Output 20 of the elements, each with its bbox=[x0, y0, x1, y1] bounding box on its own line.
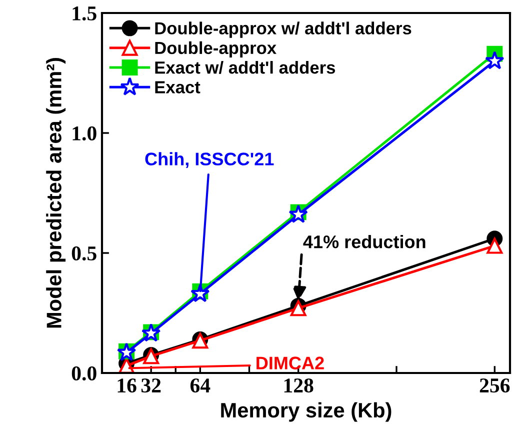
y-tick-label: 1.5 bbox=[72, 6, 96, 21]
x-tick-label: 128 bbox=[284, 378, 314, 393]
legend-label: Double-approx w/ addt'l adders bbox=[155, 22, 412, 38]
annotation: 41% reduction bbox=[303, 234, 426, 248]
y-tick-label: 0.5 bbox=[72, 246, 96, 261]
x-tick-label: 64 bbox=[190, 378, 210, 393]
y-tick-label: 0.0 bbox=[72, 366, 96, 381]
legend-label: Exact w/ addt'l adders bbox=[155, 60, 336, 74]
y-tick-label: 1.0 bbox=[72, 126, 96, 141]
legend-label: Double-approx bbox=[155, 41, 276, 58]
legend-label: Exact bbox=[155, 81, 200, 94]
x-axis-title: Memory size (Kb) bbox=[221, 402, 392, 422]
annotation: Chih, ISSCC'21 bbox=[145, 152, 274, 168]
x-tick-label: 256 bbox=[480, 378, 510, 393]
x-tick-label: 16 bbox=[118, 378, 136, 393]
point bbox=[485, 50, 504, 70]
point bbox=[486, 238, 503, 254]
annotation: DIMCA2 bbox=[256, 356, 324, 370]
x-tick-label: 32 bbox=[141, 378, 161, 393]
y-axis-title: Model predicted area (mm²) bbox=[46, 58, 66, 328]
